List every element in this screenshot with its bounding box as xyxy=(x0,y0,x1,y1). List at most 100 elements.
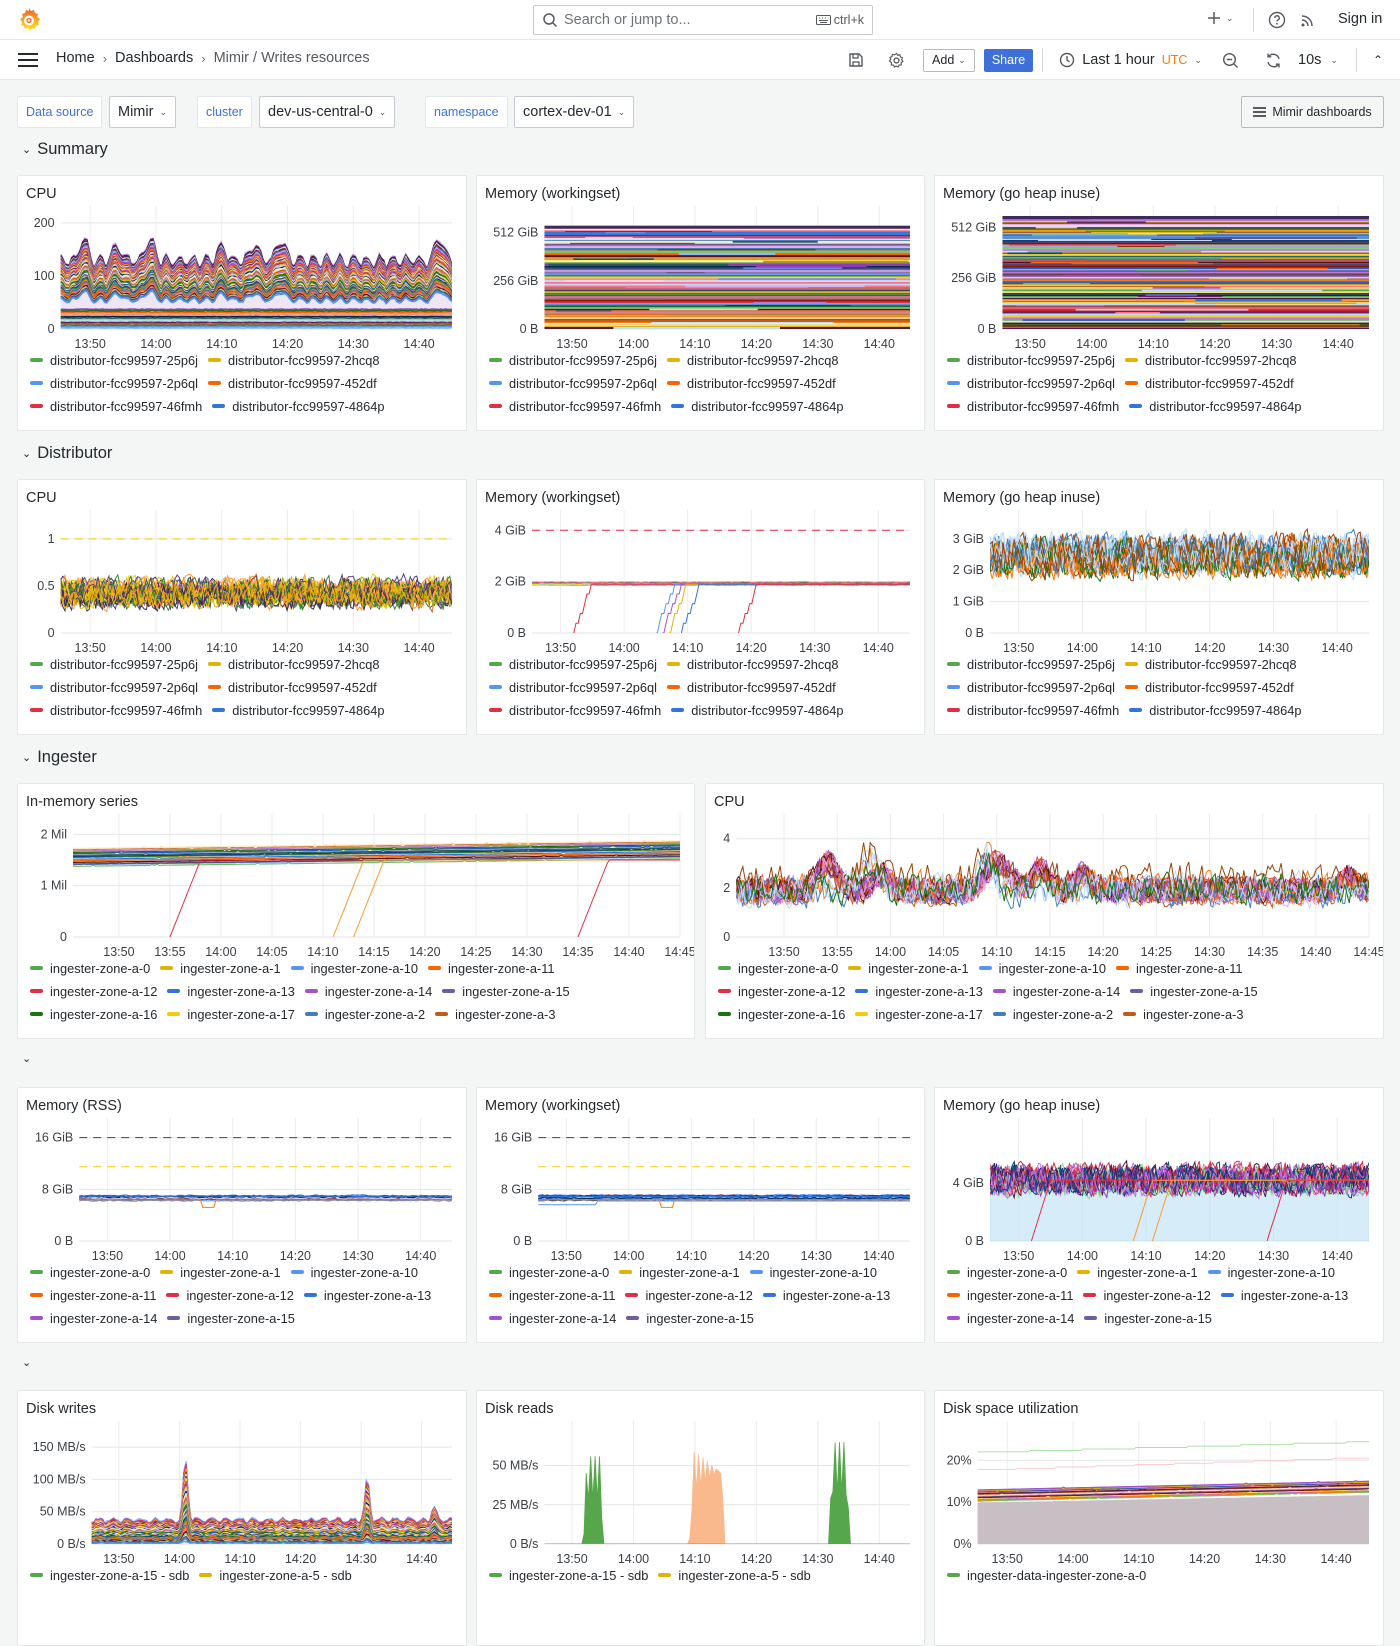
chart-canvas[interactable]: 13:50 14:00 14:10 14:20 14:30 14:40 0 B/s 50 MB… xyxy=(18,1391,467,1567)
legend-item[interactable]: distributor-fcc99597-2p6ql xyxy=(489,679,657,695)
refresh-interval-picker[interactable]: 10s ⌄ xyxy=(1298,52,1338,68)
row-header-summary[interactable]: ⌄ Summary xyxy=(22,140,108,159)
legend-item[interactable]: ingester-zone-a-1 xyxy=(848,960,969,976)
chart-canvas[interactable]: 13:50 14:00 14:10 14:20 14:30 14:40 0 B 256 GiB… xyxy=(935,176,1384,352)
variable-select-cluster[interactable]: dev-us-central-0 ⌄ xyxy=(259,96,396,128)
legend-item[interactable]: distributor-fcc99597-25p6j xyxy=(489,352,657,368)
legend-item[interactable]: ingester-zone-a-2 xyxy=(992,1006,1113,1022)
chart-canvas[interactable]: 13:50 14:00 14:10 14:20 14:30 14:40 0 B 8 GiB 16… xyxy=(477,1088,925,1264)
variable-select-datasource[interactable]: Mimir ⌄ xyxy=(109,96,176,128)
legend-item[interactable]: distributor-fcc99597-2hcq8 xyxy=(207,656,379,672)
legend-item[interactable]: distributor-fcc99597-2p6ql xyxy=(489,375,657,391)
legend-item[interactable]: distributor-fcc99597-4864p xyxy=(1129,398,1301,414)
legend-item[interactable]: distributor-fcc99597-2hcq8 xyxy=(1124,352,1296,368)
legend-item[interactable]: ingester-zone-a-14 xyxy=(947,1310,1074,1326)
chart-canvas[interactable]: 13:50 14:00 14:10 14:20 14:30 14:40 0 0.5 1 xyxy=(18,480,467,656)
panel-summary-cpu[interactable]: CPU 13:50 14:00 14:10 14:20 14:30 14:40 0 100 200… xyxy=(17,175,467,431)
legend-item[interactable]: ingester-zone-a-17 xyxy=(855,1006,983,1022)
panel-disk-reads[interactable]: Disk reads 13:50 14:00 14:10 14:20 14:30 14:40… xyxy=(476,1390,925,1646)
legend-item[interactable]: ingester-zone-a-17 xyxy=(167,1006,295,1022)
legend-item[interactable]: distributor-fcc99597-452df xyxy=(666,679,836,695)
legend-item[interactable]: ingester-zone-a-15 - sdb xyxy=(30,1567,189,1583)
legend-item[interactable]: ingester-zone-a-12 xyxy=(1083,1287,1211,1303)
panel-ingester-in-memory-series[interactable]: In-memory series 13:50 13:55 14:00 14:05 14:1… xyxy=(17,783,695,1039)
legend-item[interactable]: distributor-fcc99597-46fmh xyxy=(489,702,661,718)
chart-canvas[interactable]: 13:50 14:00 14:10 14:20 14:30 14:40 0 B 256 GiB… xyxy=(477,176,925,352)
legend-item[interactable]: ingester-zone-a-0 xyxy=(489,1264,609,1280)
row-header-ingester[interactable]: ⌄ Ingester xyxy=(22,748,97,767)
legend-item[interactable]: ingester-zone-a-0 xyxy=(947,1264,1067,1280)
save-icon[interactable] xyxy=(848,52,864,68)
breadcrumb-dashboards[interactable]: Dashboards xyxy=(115,50,194,66)
legend-item[interactable]: distributor-fcc99597-2hcq8 xyxy=(666,352,838,368)
legend-item[interactable]: distributor-fcc99597-46fmh xyxy=(30,702,202,718)
add-button[interactable]: Add ⌄ xyxy=(923,48,975,72)
legend-item[interactable]: distributor-fcc99597-2p6ql xyxy=(30,375,198,391)
legend-item[interactable]: distributor-fcc99597-46fmh xyxy=(489,398,661,414)
share-button[interactable]: Share xyxy=(983,48,1034,72)
legend-item[interactable]: distributor-fcc99597-46fmh xyxy=(947,702,1119,718)
legend-item[interactable]: ingester-zone-a-12 xyxy=(166,1287,294,1303)
legend-item[interactable]: ingester-zone-a-13 xyxy=(167,983,295,999)
sign-in-link[interactable]: Sign in xyxy=(1338,11,1383,27)
mimir-dashboards-button[interactable]: Mimir dashboards xyxy=(1241,96,1384,128)
panel-summary-memory-workingset[interactable]: Memory (workingset) 13:50 14:00 14:10 14:20 1… xyxy=(476,175,925,431)
row-header-untitled[interactable]: ⌄ xyxy=(22,1356,37,1369)
panel-ingester-memory-workingset[interactable]: Memory (workingset) 13:50 14:00 14:10 14:20 1… xyxy=(476,1087,925,1343)
legend-item[interactable]: ingester-zone-a-16 xyxy=(30,1006,157,1022)
panel-disk-space-utilization[interactable]: Disk space utilization 13:50 14:00 14:10 14:… xyxy=(934,1390,1384,1646)
legend-item[interactable]: ingester-zone-a-13 xyxy=(855,983,983,999)
legend-item[interactable]: distributor-fcc99597-4864p xyxy=(212,398,384,414)
legend-item[interactable]: ingester-zone-a-10 xyxy=(1207,1264,1335,1280)
legend-item[interactable]: distributor-fcc99597-2p6ql xyxy=(947,679,1115,695)
rss-icon[interactable] xyxy=(1300,12,1316,28)
legend-item[interactable]: ingester-zone-a-10 xyxy=(290,960,418,976)
panel-ingester-memory-rss[interactable]: Memory (RSS) 13:50 14:00 14:10 14:20 14:30 14:… xyxy=(17,1087,467,1343)
legend-item[interactable]: ingester-zone-a-1 xyxy=(619,1264,740,1280)
legend-item[interactable]: ingester-zone-a-12 xyxy=(625,1287,753,1303)
chart-canvas[interactable]: 13:50 14:00 14:10 14:20 14:30 14:40 0 B 2 GiB 4 … xyxy=(477,480,925,656)
legend-item[interactable]: ingester-zone-a-15 xyxy=(626,1310,754,1326)
legend-item[interactable]: ingester-zone-a-15 xyxy=(1084,1310,1212,1326)
legend-item[interactable]: distributor-fcc99597-452df xyxy=(666,375,836,391)
legend-item[interactable]: ingester-zone-a-0 xyxy=(30,960,150,976)
legend-item[interactable]: distributor-fcc99597-2p6ql xyxy=(30,679,198,695)
panel-ingester-cpu[interactable]: CPU 13:50 13:55 14:00 14:05 14:10 14:15 14:20 14… xyxy=(705,783,1384,1039)
panel-distributor-memory-workingset[interactable]: Memory (workingset) 13:50 14:00 14:10 14:20 1… xyxy=(476,479,925,735)
panel-ingester-memory-heap[interactable]: Memory (go heap inuse) 13:50 14:00 14:10 14:… xyxy=(934,1087,1384,1343)
legend-item[interactable]: distributor-fcc99597-4864p xyxy=(671,398,843,414)
legend-item[interactable]: ingester-zone-a-12 xyxy=(30,983,157,999)
search-input[interactable]: Search or jump to... ctrl+k xyxy=(533,5,873,35)
panel-distributor-cpu[interactable]: CPU 13:50 14:00 14:10 14:20 14:30 14:40 0 0.5 1 di… xyxy=(17,479,467,735)
panel-distributor-memory-heap[interactable]: Memory (go heap inuse) 13:50 14:00 14:10 14:… xyxy=(934,479,1384,735)
legend-item[interactable]: ingester-zone-a-5 - sdb xyxy=(658,1567,811,1583)
chart-canvas[interactable]: 13:50 13:55 14:00 14:05 14:10 14:15 14:20 14:25… xyxy=(706,784,1384,960)
legend-item[interactable]: ingester-zone-a-14 xyxy=(992,983,1120,999)
legend-item[interactable]: distributor-fcc99597-2hcq8 xyxy=(207,352,379,368)
legend-item[interactable]: distributor-fcc99597-4864p xyxy=(671,702,843,718)
row-header-untitled[interactable]: ⌄ xyxy=(22,1052,37,1065)
chart-canvas[interactable]: 13:50 14:00 14:10 14:20 14:30 14:40 0 B 1 GiB 2 … xyxy=(935,480,1384,656)
legend-item[interactable]: ingester-zone-a-14 xyxy=(489,1310,616,1326)
row-header-distributor[interactable]: ⌄ Distributor xyxy=(22,444,112,463)
legend-item[interactable]: ingester-data-ingester-zone-a-0 xyxy=(947,1567,1146,1583)
legend-item[interactable]: ingester-zone-a-1 xyxy=(160,960,281,976)
chart-canvas[interactable]: 13:50 14:00 14:10 14:20 14:30 14:40 0% 10% 20% xyxy=(935,1391,1384,1567)
chart-canvas[interactable]: 13:50 14:00 14:10 14:20 14:30 14:40 0 B 8 GiB 16… xyxy=(18,1088,467,1264)
panel-disk-writes[interactable]: Disk writes 13:50 14:00 14:10 14:20 14:30 14:4… xyxy=(17,1390,467,1646)
legend-item[interactable]: distributor-fcc99597-4864p xyxy=(1129,702,1301,718)
legend-item[interactable]: ingester-zone-a-12 xyxy=(718,983,845,999)
legend-item[interactable]: ingester-zone-a-16 xyxy=(718,1006,845,1022)
help-icon[interactable] xyxy=(1268,11,1286,29)
chart-canvas[interactable]: 13:50 14:00 14:10 14:20 14:30 14:40 0 B 4 GiB xyxy=(935,1088,1384,1264)
legend-item[interactable]: ingester-zone-a-15 - sdb xyxy=(489,1567,648,1583)
legend-item[interactable]: ingester-zone-a-14 xyxy=(30,1310,157,1326)
legend-item[interactable]: ingester-zone-a-15 xyxy=(1130,983,1258,999)
legend-item[interactable]: distributor-fcc99597-2hcq8 xyxy=(1124,656,1296,672)
refresh-icon[interactable] xyxy=(1265,52,1282,69)
legend-item[interactable]: ingester-zone-a-5 - sdb xyxy=(199,1567,352,1583)
legend-item[interactable]: ingester-zone-a-0 xyxy=(30,1264,150,1280)
zoom-out-icon[interactable] xyxy=(1222,52,1239,69)
legend-item[interactable]: ingester-zone-a-10 xyxy=(290,1264,418,1280)
legend-item[interactable]: ingester-zone-a-15 xyxy=(442,983,570,999)
